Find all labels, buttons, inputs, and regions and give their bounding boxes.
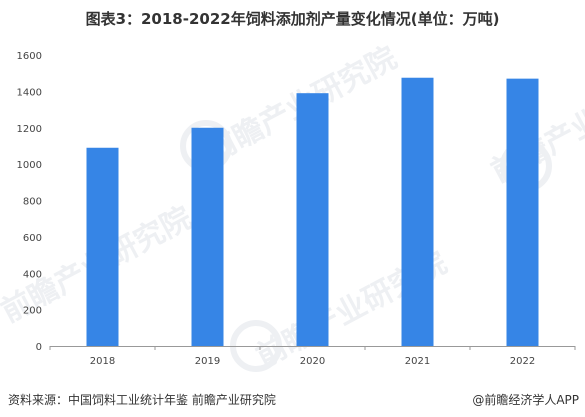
x-tick-label: 2018 [90,356,115,367]
y-tick-label: 600 [23,233,42,244]
bar-2021 [401,77,434,346]
y-tick-label: 1000 [17,160,42,171]
x-tick-label: 2019 [195,356,220,367]
footer: 资料来源：中国饲料工业统计年鉴 前瞻产业研究院 @前瞻经济学人APP [0,384,585,417]
y-tick-label: 0 [36,342,42,353]
bar-2019 [191,127,224,346]
chart-title: 图表3：2018-2022年饲料添加剂产量变化情况(单位：万吨) [85,10,500,28]
bar-chart: 0 200 400 600 800 1000 1200 1400 1600 2018 2019 202… [17,51,576,367]
y-tick-label: 400 [23,269,42,280]
credit-label: @前瞻经济学人APP [472,393,579,407]
bar-2018 [86,147,119,346]
y-tick-label: 1600 [17,51,42,62]
source-note: 资料来源：中国饲料工业统计年鉴 前瞻产业研究院 [8,393,276,407]
bar-2022 [506,78,539,347]
x-tick-label: 2022 [510,356,535,367]
x-tick-label: 2020 [300,356,325,367]
y-tick-label: 800 [23,197,42,208]
y-tick-label: 1400 [17,87,42,98]
y-tick-label: 1200 [17,124,42,135]
bar-2020 [296,93,329,346]
x-tick-label: 2021 [405,356,430,367]
y-tick-label: 200 [23,306,42,317]
